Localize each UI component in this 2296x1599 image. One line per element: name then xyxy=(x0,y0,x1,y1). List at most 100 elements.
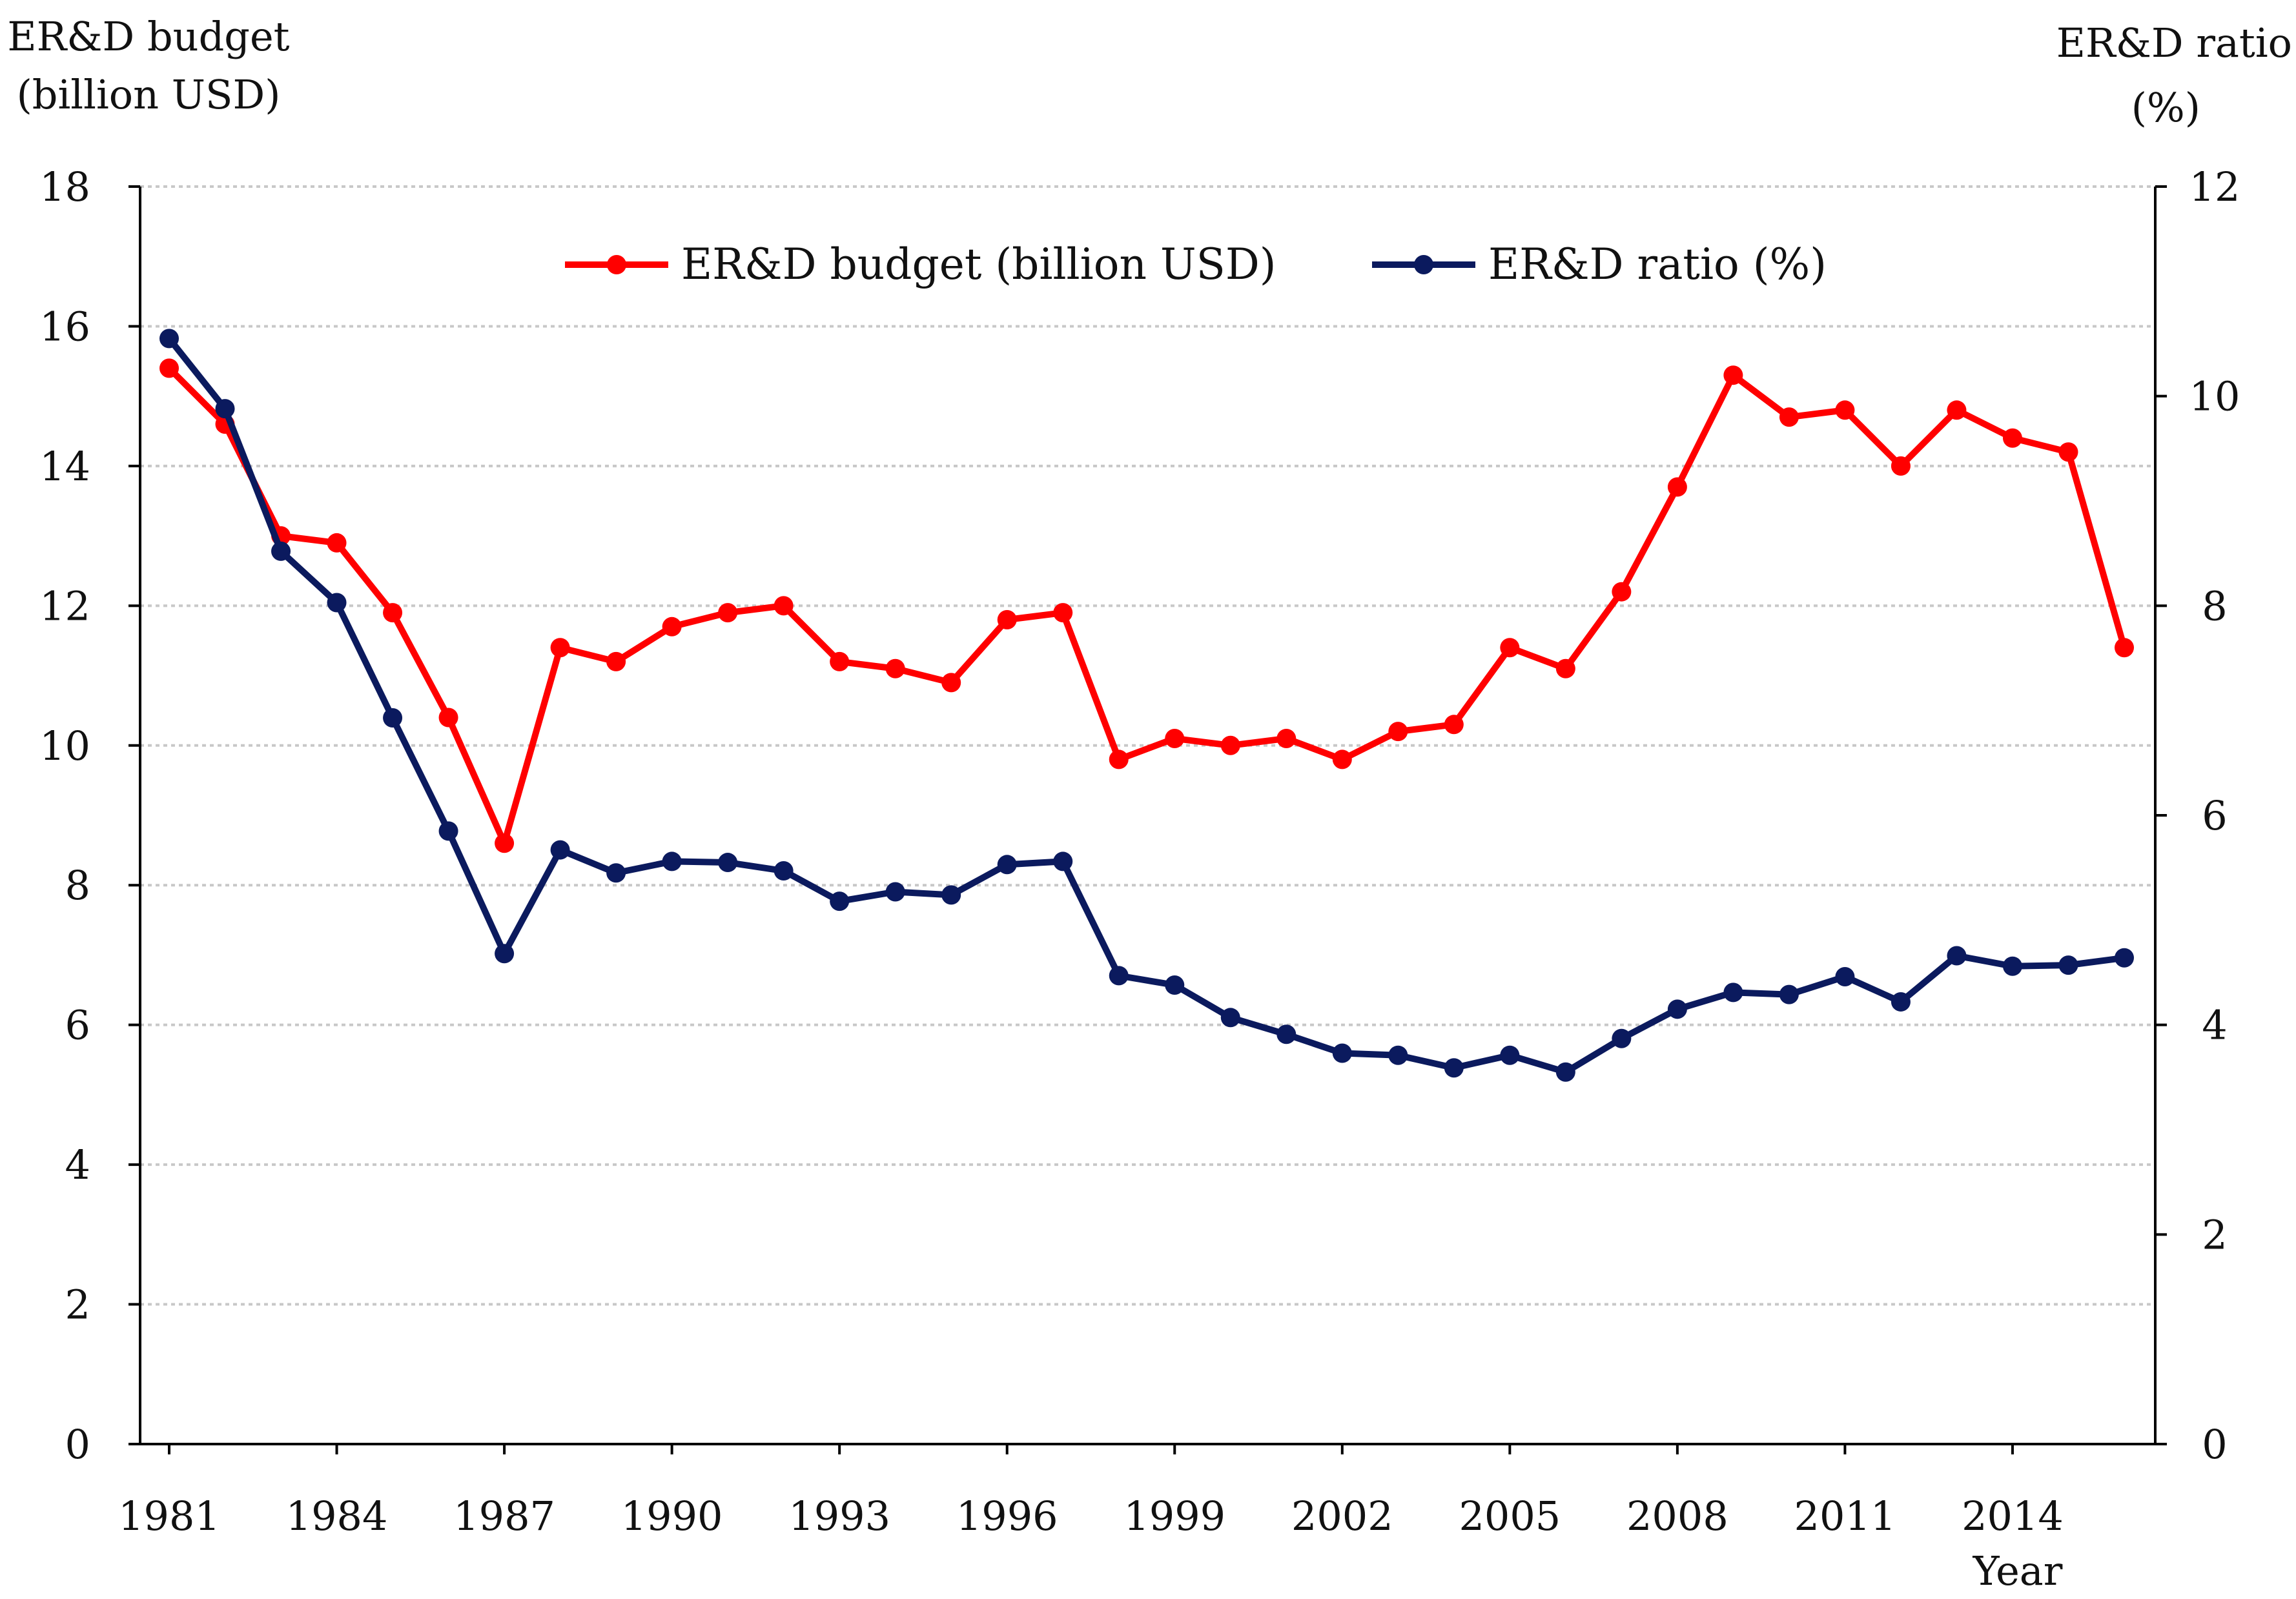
series-0-point-2015 xyxy=(2058,442,2078,462)
series-1-point-2005 xyxy=(1500,1045,1520,1065)
series-0-point-1988 xyxy=(550,638,570,658)
left-tick-label-3: 6 xyxy=(65,1002,90,1049)
series-0-point-2009 xyxy=(1723,365,1743,385)
series-1-point-1998 xyxy=(1109,966,1129,986)
series-0-point-1987 xyxy=(495,833,515,853)
series-1-point-2002 xyxy=(1332,1043,1352,1063)
series-0-point-2008 xyxy=(1667,477,1687,497)
series-1-point-2008 xyxy=(1667,999,1687,1019)
series-1-point-2010 xyxy=(1779,984,1799,1004)
series-0-point-1999 xyxy=(1165,728,1185,748)
series-1-point-1996 xyxy=(997,855,1017,875)
series-1-point-2000 xyxy=(1220,1008,1240,1028)
series-1-point-1982 xyxy=(215,399,235,419)
legend-marker-budget xyxy=(607,255,626,274)
axes xyxy=(128,185,2167,1454)
x-tick-label-1: 1984 xyxy=(286,1492,388,1540)
left-tick-label-1: 2 xyxy=(65,1281,90,1329)
series-line-1 xyxy=(167,336,2125,1075)
series-0-point-2007 xyxy=(1612,582,1632,602)
x-tick-label-4: 1993 xyxy=(788,1492,890,1540)
series-0-point-1985 xyxy=(383,603,403,623)
series-1-point-2006 xyxy=(1555,1062,1575,1082)
left-axis-title-line-2: (billion USD) xyxy=(17,71,281,118)
x-tick-label-5: 1996 xyxy=(956,1492,1058,1540)
series-0-point-1993 xyxy=(830,651,850,671)
series-1-point-1985 xyxy=(383,708,403,728)
series-0-point-1994 xyxy=(885,658,905,678)
right-tick-label-4: 8 xyxy=(2202,582,2227,629)
x-tick-label-9: 2008 xyxy=(1626,1492,1728,1540)
legend-item-budget: ER&D budget (billion USD) xyxy=(565,239,1276,289)
series-1-point-1984 xyxy=(327,593,347,613)
series-0-point-1991 xyxy=(718,603,738,623)
x-tick-label-0: 1981 xyxy=(118,1492,220,1540)
series-0-point-1998 xyxy=(1109,749,1129,769)
legend-item-ratio: ER&D ratio (%) xyxy=(1372,239,1827,289)
series-1-point-1999 xyxy=(1165,975,1185,995)
legend: ER&D budget (billion USD) ER&D ratio (%) xyxy=(565,239,1827,289)
series-1-point-1994 xyxy=(885,882,905,902)
series-1-point-1992 xyxy=(774,861,794,881)
series-0-point-1990 xyxy=(662,616,682,637)
series-0-point-2011 xyxy=(1835,400,1855,420)
series-0-point-1981 xyxy=(159,358,179,378)
series-0-point-1992 xyxy=(774,596,794,616)
series-1-point-1983 xyxy=(271,541,291,561)
series-1-point-1986 xyxy=(438,821,458,841)
legend-label-ratio: ER&D ratio (%) xyxy=(1488,239,1827,289)
series-1-point-1995 xyxy=(941,885,961,905)
series-1-point-2016 xyxy=(2115,948,2134,968)
x-tick-label-8: 2005 xyxy=(1459,1492,1561,1540)
series-0-point-2013 xyxy=(1947,400,1967,420)
series-0-point-1989 xyxy=(606,651,626,671)
right-tick-label-2: 4 xyxy=(2202,1002,2227,1049)
right-tick-label-3: 6 xyxy=(2202,792,2227,839)
x-tick-label-7: 2002 xyxy=(1291,1492,1393,1540)
x-tick-label-10: 2011 xyxy=(1794,1492,1896,1540)
series-0-point-2014 xyxy=(2002,428,2022,448)
series-0-point-2012 xyxy=(1891,456,1911,476)
x-axis-title: Year xyxy=(1973,1547,2063,1594)
right-tick-label-6: 12 xyxy=(2189,163,2240,210)
series-0-point-1995 xyxy=(941,673,961,693)
series-0-point-1986 xyxy=(438,708,458,728)
series-1-point-2012 xyxy=(1891,992,1911,1012)
series-1-point-1997 xyxy=(1053,851,1073,871)
tick-labels: 0 2 4 6 8 10 12 14 16 18 0 2 4 6 8 10 12 1981 1984 1987 1990… xyxy=(39,163,2240,1540)
series-1-point-1993 xyxy=(830,891,850,912)
right-axis-title: ER&D ratio (%) xyxy=(2056,19,2292,131)
x-tick-label-2: 1987 xyxy=(453,1492,555,1540)
series-1-point-2004 xyxy=(1444,1058,1464,1078)
series-1-point-2015 xyxy=(2058,955,2078,975)
series-1-point-1989 xyxy=(606,863,626,883)
series-1-point-2007 xyxy=(1612,1028,1632,1048)
left-tick-label-2: 4 xyxy=(65,1141,90,1188)
series-0-point-2001 xyxy=(1276,728,1297,748)
series-0-point-2004 xyxy=(1444,715,1464,735)
legend-label-budget: ER&D budget (billion USD) xyxy=(681,239,1276,289)
series-0-point-1996 xyxy=(997,609,1017,629)
series xyxy=(159,329,2134,1082)
series-0-point-2005 xyxy=(1500,638,1520,658)
right-tick-label-0: 0 xyxy=(2202,1421,2227,1468)
series-1-point-2009 xyxy=(1723,983,1743,1003)
series-0-point-1984 xyxy=(327,533,347,553)
left-axis-title: ER&D budget (billion USD) xyxy=(7,13,289,118)
series-1-point-2003 xyxy=(1388,1045,1408,1065)
left-tick-label-0: 0 xyxy=(65,1421,90,1468)
x-tick-label-6: 1999 xyxy=(1123,1492,1225,1540)
left-tick-label-5: 10 xyxy=(39,722,90,769)
left-tick-label-9: 18 xyxy=(39,163,90,210)
series-1-point-1990 xyxy=(662,851,682,871)
series-0-point-2003 xyxy=(1388,722,1408,742)
series-1-point-2011 xyxy=(1835,966,1855,986)
series-0-point-1997 xyxy=(1053,603,1073,623)
x-tick-label-3: 1990 xyxy=(621,1492,723,1540)
right-axis-title-line-2: (%) xyxy=(2131,84,2200,131)
series-0-point-2000 xyxy=(1220,735,1240,755)
right-tick-label-1: 2 xyxy=(2202,1211,2227,1258)
series-0-point-2010 xyxy=(1779,407,1799,427)
series-1-point-1991 xyxy=(718,853,738,873)
series-0-point-2006 xyxy=(1555,658,1575,678)
